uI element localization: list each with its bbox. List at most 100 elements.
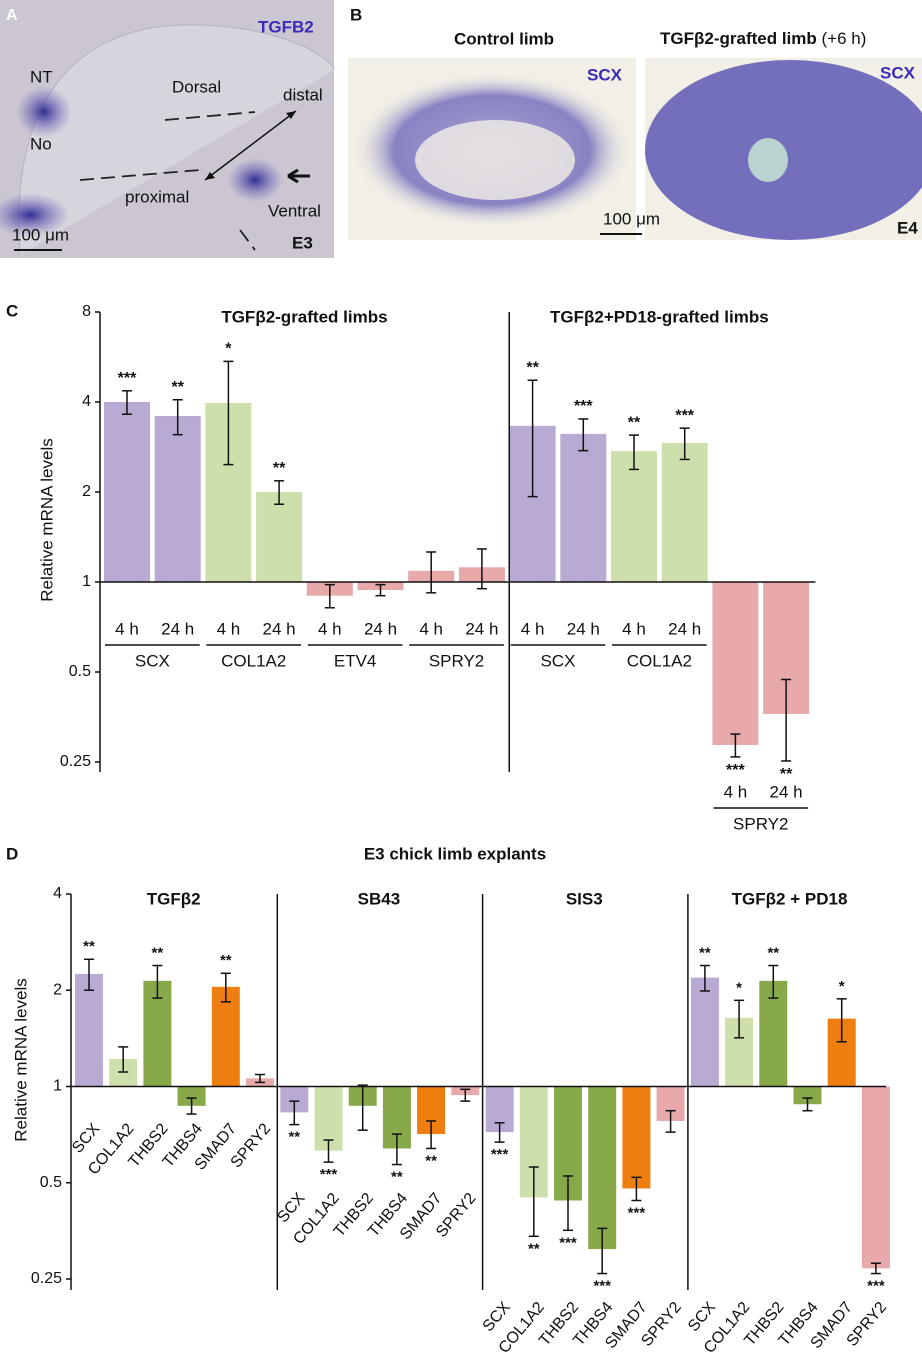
gene-label: COL1A2: [221, 651, 286, 670]
bar: [211, 986, 240, 1087]
image-title-main: TGFβ2-grafted limb: [660, 29, 817, 48]
tissue-outline: [18, 24, 335, 256]
time-label: 4 h: [521, 619, 545, 638]
image-title: TGFβ2-grafted limb (+6 h): [660, 29, 866, 48]
time-label: 4 h: [419, 619, 443, 638]
significance: ***: [491, 1146, 509, 1163]
stage-label: E3: [292, 233, 313, 252]
time-label: 24 h: [161, 619, 194, 638]
y-tick-label: 8: [82, 303, 91, 320]
significance: **: [391, 1169, 403, 1186]
significance: **: [152, 944, 164, 961]
gene-label: TGFB2: [258, 17, 314, 36]
scale-label: 100 μm: [12, 225, 69, 244]
bar: [611, 451, 657, 582]
significance: **: [767, 944, 779, 961]
image-label: distal: [283, 85, 323, 104]
time-label: 4 h: [115, 619, 139, 638]
bar: [861, 1086, 890, 1269]
time-label: 24 h: [263, 619, 296, 638]
significance: ***: [675, 407, 694, 424]
bar: [661, 442, 708, 582]
significance: **: [220, 952, 232, 969]
significance: **: [526, 359, 539, 376]
group-title: TGFβ2: [147, 889, 201, 908]
time-label: 24 h: [364, 619, 397, 638]
y-axis-label: Relative mRNA levels: [11, 978, 30, 1141]
panel-b: B Control limb TGFβ2-grafted limb (+6 h)…: [348, 5, 922, 240]
significance: **: [83, 938, 95, 955]
graft-bead: [748, 138, 788, 182]
panel-letter: C: [6, 301, 18, 320]
y-axis-label: Relative mRNA levels: [37, 438, 56, 601]
panel-letter: D: [6, 844, 18, 863]
y-tick-label: 4: [82, 393, 91, 410]
scale-label: 100 μm: [603, 209, 660, 228]
significance: ***: [118, 370, 137, 387]
panel-letter: B: [350, 5, 362, 24]
significance: ***: [593, 1278, 611, 1295]
image-label: Ventral: [268, 201, 321, 220]
stain-blob: [16, 86, 72, 138]
time-label: 4 h: [318, 619, 342, 638]
significance: **: [288, 1129, 300, 1146]
significance: ***: [559, 1234, 577, 1251]
significance: ***: [726, 762, 745, 779]
stain-blob: [0, 193, 70, 237]
bar: [154, 416, 201, 582]
significance: *: [736, 979, 742, 996]
gene-label: SPRY2: [429, 651, 484, 670]
y-tick-label: 0.5: [40, 1174, 62, 1191]
group-title: TGFβ2+PD18-grafted limbs: [550, 307, 769, 326]
panel-letter: A: [6, 7, 18, 24]
significance: **: [273, 460, 286, 477]
time-label: 24 h: [465, 619, 498, 638]
significance: **: [171, 379, 184, 396]
time-label: 4 h: [724, 782, 748, 801]
dashed-boundary: [79, 111, 256, 251]
bar: [75, 973, 103, 1087]
group-title: TGFβ2-grafted limbs: [221, 307, 387, 326]
significance: *: [225, 341, 232, 358]
stage-label: E4: [897, 218, 918, 237]
y-tick-label: 0.25: [31, 1270, 62, 1287]
image-label: Dorsal: [172, 77, 221, 96]
time-label: 4 h: [217, 619, 241, 638]
image-label: proximal: [125, 187, 189, 206]
y-tick-label: 1: [53, 1078, 62, 1095]
bar: [256, 492, 303, 582]
y-tick-label: 0.5: [69, 663, 91, 680]
bar: [793, 1086, 822, 1105]
y-tick-label: 4: [53, 885, 62, 902]
group-title: SB43: [358, 889, 401, 908]
group-title: SIS3: [566, 889, 603, 908]
image-label: No: [30, 134, 52, 153]
bar: [560, 433, 607, 582]
significance: ***: [867, 1278, 885, 1295]
group-title: TGFβ2 + PD18: [732, 889, 848, 908]
y-tick-label: 2: [53, 981, 62, 998]
time-label: 24 h: [567, 619, 600, 638]
gene-label: SCX: [135, 651, 170, 670]
y-tick-label: 0.25: [60, 753, 91, 770]
significance: ***: [574, 398, 593, 415]
chart-title: E3 chick limb explants: [364, 844, 546, 863]
significance: **: [699, 944, 711, 961]
gene-label: COL1A2: [627, 651, 692, 670]
significance: ***: [628, 1204, 646, 1221]
gene-label: SCX: [880, 63, 916, 82]
bar: [690, 977, 719, 1087]
gene-label: SCX: [540, 651, 575, 670]
significance: *: [839, 978, 845, 995]
significance: **: [425, 1152, 437, 1169]
image-title-note: (+6 h): [822, 29, 867, 48]
gene-label: ETV4: [334, 651, 377, 670]
stain-blob: [227, 158, 283, 202]
gene-label: SPRY2: [733, 814, 788, 833]
bar: [104, 402, 150, 582]
significance: **: [628, 414, 641, 431]
axis-arrow: [204, 110, 297, 181]
bar: [588, 1086, 617, 1250]
